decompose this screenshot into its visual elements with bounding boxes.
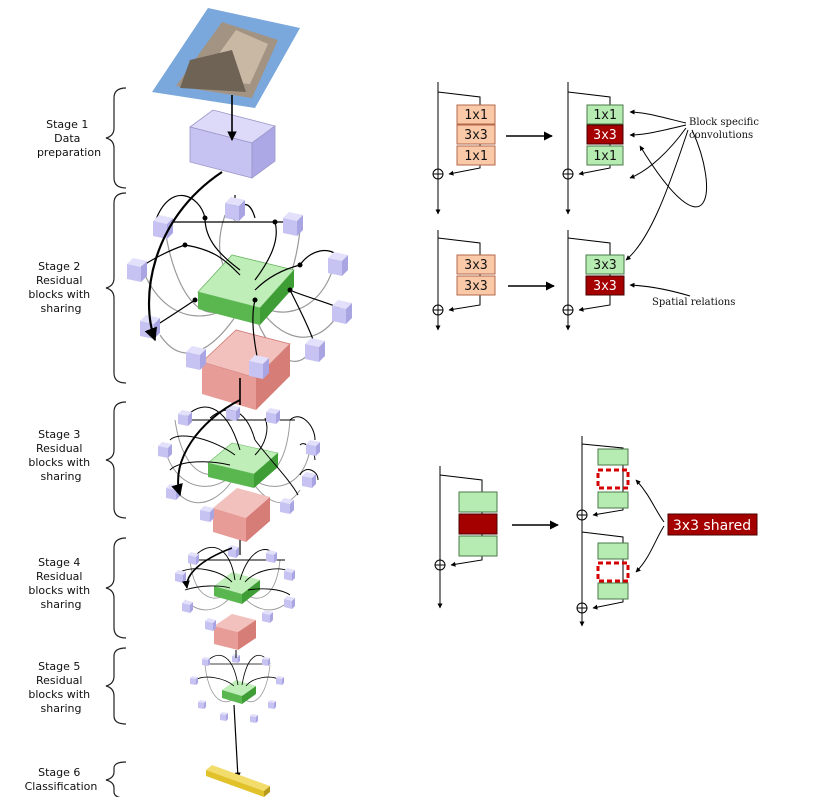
spatial-relations-label: Spatial relations bbox=[652, 297, 735, 308]
svg-text:1x1: 1x1 bbox=[464, 108, 487, 123]
annotation-arrows bbox=[625, 109, 707, 297]
svg-text:3x3: 3x3 bbox=[464, 128, 487, 143]
svg-text:3x3: 3x3 bbox=[593, 258, 616, 273]
svg-text:1x1: 1x1 bbox=[593, 108, 616, 123]
stage-5-hub bbox=[190, 650, 284, 723]
shared-label-box: 3x3 shared bbox=[667, 513, 758, 536]
bottleneck-block-shared: 1x1 3x3 1x1 bbox=[562, 82, 624, 215]
brace-stage-4 bbox=[105, 537, 127, 639]
stage-2-cubes bbox=[127, 197, 352, 379]
stage-4-label: Stage 4 Residual blocks with sharing bbox=[28, 556, 93, 611]
svg-text:3x3: 3x3 bbox=[464, 258, 487, 273]
stage-5-label: Stage 5 Residual blocks with sharing bbox=[28, 660, 93, 715]
basic-block-shared: 3x3 3x3 bbox=[562, 230, 625, 331]
stage-3-label: Stage 3 Residual blocks with sharing bbox=[28, 428, 93, 483]
stage-3-hub bbox=[158, 378, 320, 542]
input-image bbox=[152, 8, 300, 108]
brace-stage-5 bbox=[105, 647, 127, 725]
stage-6-label: Stage 6 Classification bbox=[25, 766, 98, 793]
stage-5-cubes bbox=[190, 654, 284, 723]
generic-block-original bbox=[434, 466, 498, 609]
svg-text:1x1: 1x1 bbox=[464, 149, 487, 164]
svg-text:1x1: 1x1 bbox=[593, 149, 616, 164]
basic-block-original: 3x3 3x3 bbox=[432, 230, 496, 331]
bottleneck-block-original: 1x1 3x3 1x1 bbox=[432, 82, 496, 215]
stage-2-hub bbox=[127, 171, 352, 410]
stage-braces bbox=[105, 87, 127, 797]
svg-text:3x3 shared: 3x3 shared bbox=[673, 518, 751, 534]
brace-stage-6 bbox=[105, 761, 127, 797]
block-specific-label: Block specific convolutions bbox=[689, 117, 762, 141]
generic-block-stacked bbox=[576, 436, 630, 627]
stage-4-cubes bbox=[175, 545, 295, 631]
brace-stage-3 bbox=[105, 401, 127, 519]
svg-text:3x3: 3x3 bbox=[593, 279, 616, 294]
stage-4-hub bbox=[175, 540, 295, 650]
stage-labels: Stage 1 Data preparation Stage 2 Residua… bbox=[25, 118, 101, 793]
svg-text:3x3: 3x3 bbox=[464, 279, 487, 294]
stage-1-label: Stage 1 Data preparation bbox=[37, 118, 101, 159]
brace-stage-2 bbox=[105, 192, 127, 384]
brace-stage-1 bbox=[105, 87, 127, 189]
shared-brace-arrows bbox=[635, 479, 665, 573]
svg-text:3x3: 3x3 bbox=[593, 128, 616, 143]
stage-2-label: Stage 2 Residual blocks with sharing bbox=[28, 260, 93, 315]
classifier-bar bbox=[206, 765, 270, 797]
